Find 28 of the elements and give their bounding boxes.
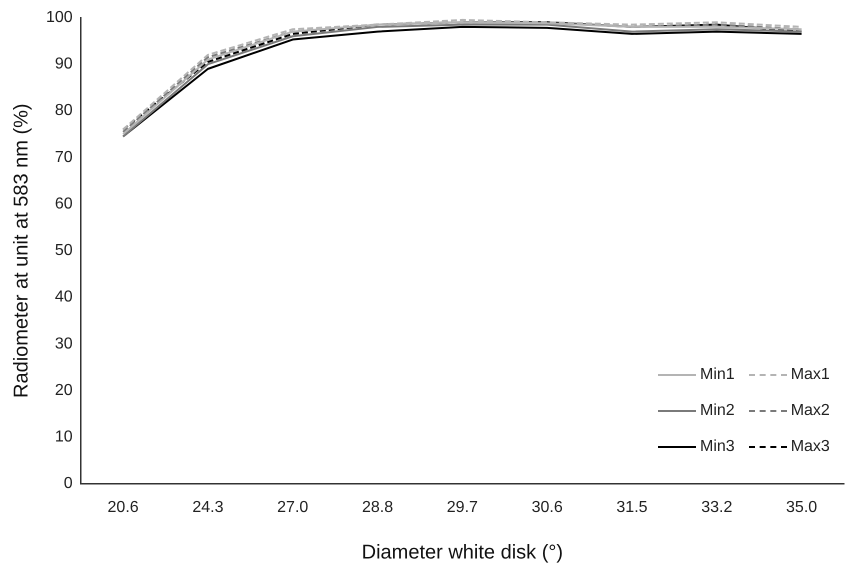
x-axis-title: Diameter white disk (°)	[362, 542, 564, 564]
y-tick-label: 100	[46, 9, 73, 26]
x-tick-label: 29.7	[446, 498, 478, 516]
x-tick-label: 30.6	[532, 498, 563, 516]
legend-label: Min1	[700, 366, 735, 384]
y-tick-label: 70	[54, 148, 73, 166]
legend-label: Min3	[700, 438, 735, 456]
y-tick-label: 0	[64, 475, 73, 492]
y-axis-title: Radiometer at unit at 583 nm (%)	[10, 103, 33, 398]
legend-label: Max1	[790, 366, 830, 384]
x-tick-label: 31.5	[616, 498, 648, 516]
y-tick-label: 90	[54, 56, 73, 73]
x-tick-label: 20.6	[108, 498, 139, 516]
y-tick-label: 60	[54, 195, 73, 212]
y-tick-label: 50	[54, 242, 73, 260]
y-tick-label: 80	[54, 102, 73, 120]
x-tick-label: 28.8	[362, 498, 394, 516]
y-tick-label: 30	[54, 335, 73, 352]
y-tick-label: 10	[54, 428, 73, 446]
x-tick-label: 24.3	[192, 498, 224, 516]
x-tick-label: 33.2	[701, 498, 732, 516]
y-tick-label: 20	[54, 382, 73, 399]
y-tick-label: 40	[54, 288, 73, 306]
x-tick-label: 27.0	[277, 498, 308, 516]
legend-label: Min2	[700, 402, 735, 420]
legend-label: Max2	[790, 402, 830, 420]
legend-label: Max3	[790, 438, 830, 456]
x-tick-label: 35.0	[786, 498, 818, 516]
